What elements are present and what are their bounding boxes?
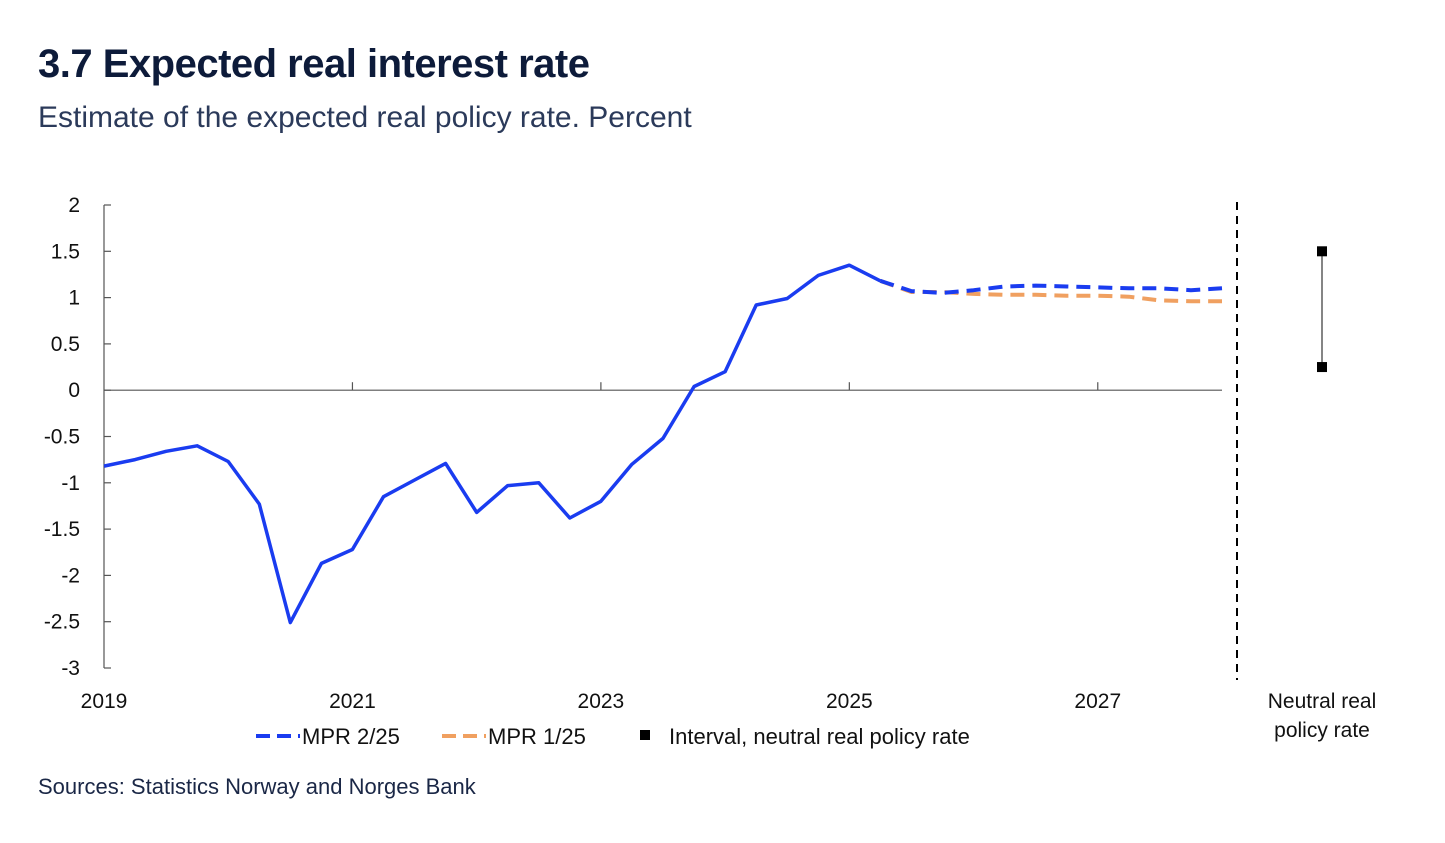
x-tick-label: 2027 [1074, 690, 1121, 713]
y-tick-label: 0 [68, 379, 80, 402]
y-tick-label: -2.5 [44, 611, 80, 634]
interval-high-marker [1317, 246, 1327, 257]
y-tick-label: -3 [61, 657, 80, 680]
neutral-rate-interval [1317, 246, 1327, 373]
legend-label-mpr-2-25: MPR 2/25 [302, 724, 400, 749]
y-tick-label: -1 [61, 472, 80, 495]
legend-label-interval: Interval, neutral real policy rate [669, 724, 970, 749]
x-axis: 2019 2021 2023 2025 2027 [81, 382, 1222, 713]
x-tick-label: 2023 [578, 690, 625, 713]
interval-low-marker [1317, 362, 1327, 373]
y-tick-label: -1.5 [44, 518, 80, 541]
y-tick-label: 1 [68, 287, 80, 310]
series-layer [103, 263, 1223, 625]
chart-subtitle: Estimate of the expected real policy rat… [38, 101, 692, 134]
legend-label-mpr-1-25: MPR 1/25 [488, 724, 586, 749]
interval-label-line1: Neutral real [1268, 690, 1377, 713]
series-mpr-1-25-line [879, 279, 1222, 304]
interval-label-line2: policy rate [1274, 719, 1370, 742]
series-mpr-2-25-forecast-line [879, 279, 1223, 295]
x-tick-label: 2025 [826, 690, 873, 713]
y-tick-label: 2 [68, 194, 80, 217]
y-tick-label: 0.5 [51, 333, 80, 356]
x-tick-label: 2019 [81, 690, 128, 713]
series-mpr-2-25-history-line [103, 263, 882, 625]
chart-title: 3.7 Expected real interest rate [38, 42, 590, 86]
y-axis: 2 1.5 1 0.5 0 -0.5 -1 -1.5 -2 -2.5 -3 [44, 194, 111, 680]
y-tick-label: 1.5 [51, 240, 80, 263]
legend-swatch-interval [640, 730, 650, 740]
y-tick-label: -2 [61, 564, 80, 587]
y-tick-label: -0.5 [44, 426, 80, 449]
source-note: Sources: Statistics Norway and Norges Ba… [38, 774, 476, 799]
legend: MPR 2/25 MPR 1/25 Interval, neutral real… [256, 724, 970, 749]
x-tick-label: 2021 [329, 690, 376, 713]
